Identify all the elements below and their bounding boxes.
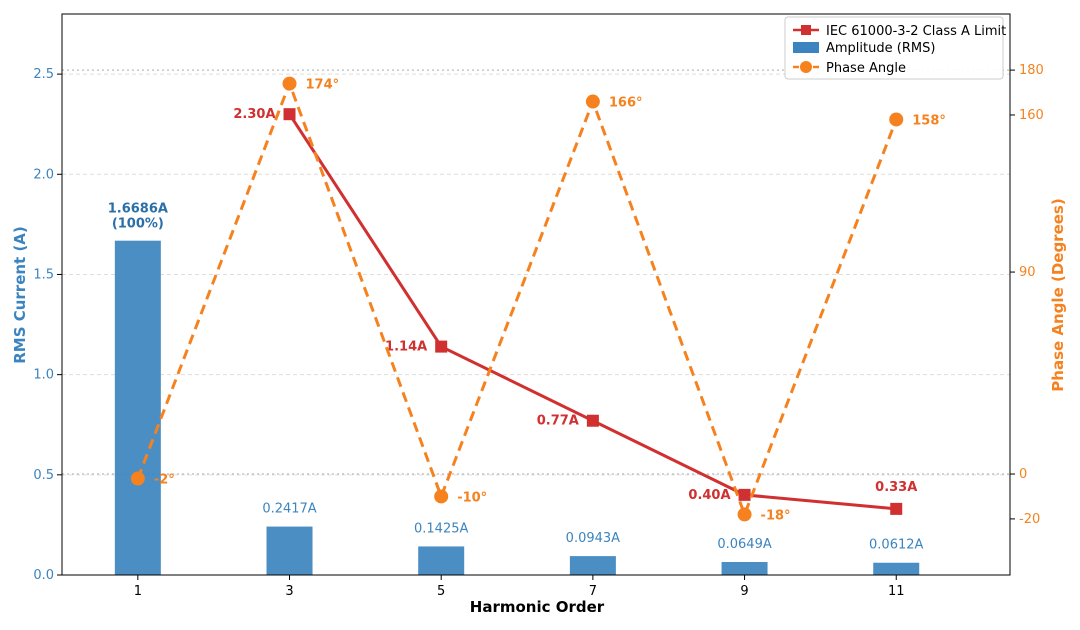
amplitude-bar	[418, 546, 465, 575]
bar-value-label: 0.2417A	[262, 502, 316, 517]
phase-line: -2° 174° -10° 166° -18° 158°	[130, 76, 946, 523]
y-tick-label: 2.5	[33, 67, 54, 82]
phase-value-label: -10°	[457, 490, 487, 505]
phase-value-label: 158°	[912, 113, 946, 128]
y-tick-label: 0.5	[33, 468, 54, 483]
amplitude-bar	[266, 526, 313, 575]
phase-series-line	[136, 79, 898, 519]
y-tick-label: 0.0	[33, 568, 54, 583]
limit-point	[890, 502, 903, 515]
amplitude-bars: 1.6686A(100%) 0.2417A 0.1425A 0.0943A 0.0649…	[108, 202, 924, 575]
plot-frame	[61, 13, 1011, 576]
bar-value-label: 0.0943A	[566, 531, 620, 546]
limit-point	[283, 108, 296, 121]
phase-point	[282, 76, 297, 91]
x-tick-label: 5	[437, 584, 445, 599]
x-tick-label: 3	[285, 584, 293, 599]
limit-line: 2.30A 1.14A 0.77A 0.40A 0.33A	[233, 107, 917, 515]
amplitude-bar	[114, 240, 161, 575]
limit-point	[738, 488, 751, 501]
phase-point	[889, 112, 904, 127]
limit-value-label: 1.14A	[385, 340, 427, 355]
y2-axis-title: Phase Angle (Degrees)	[1049, 198, 1067, 391]
bar-value-label: 0.1425A	[414, 521, 468, 536]
phase-value-label: -2°	[154, 473, 175, 488]
x-tick-label: 1	[134, 584, 142, 599]
phase-point	[130, 471, 145, 486]
x-axis-title: Harmonic Order	[470, 598, 605, 616]
bar-value-label: 0.0649A	[717, 537, 771, 552]
legend-box	[784, 16, 1004, 80]
amplitude-bar	[569, 556, 616, 575]
legend-label-phase: Phase Angle	[826, 61, 906, 76]
x-tick-label: 7	[589, 584, 597, 599]
phase-point	[737, 507, 752, 522]
y2-tick-label: 0	[1019, 467, 1027, 482]
bar-percent-label: (100%)	[112, 217, 164, 232]
x-tick-label: 9	[740, 584, 748, 599]
amplitude-bar	[873, 562, 920, 575]
limit-value-label: 0.33A	[875, 480, 917, 495]
limit-point	[586, 414, 599, 427]
y2-tick-label: 160	[1019, 108, 1044, 123]
y2-tick-label: -20	[1019, 512, 1040, 527]
legend-marker-limit	[801, 25, 811, 35]
legend-label-limit: IEC 61000-3-2 Class A Limit	[826, 24, 1006, 39]
phase-value-label: 166°	[609, 96, 643, 111]
y-tick-label: 1.5	[33, 267, 54, 282]
legend-label-amplitude: Amplitude (RMS)	[826, 41, 935, 56]
legend: IEC 61000-3-2 Class A Limit Amplitude (R…	[784, 16, 1006, 80]
legend-swatch-amplitude	[793, 42, 819, 53]
axes: 0.0 0.5 1.0 1.5 2.0 2.5 -20 0 90 160 180 1 3 5 7 9 11	[33, 63, 1044, 599]
y2-tick-label: 90	[1019, 265, 1036, 280]
legend-marker-phase	[800, 61, 812, 73]
y-tick-label: 2.0	[33, 167, 54, 182]
x-tick-label: 11	[888, 584, 905, 599]
bar-value-label: 1.6686A	[108, 202, 168, 217]
bar-value-label: 0.0612A	[869, 538, 923, 553]
y-tick-label: 1.0	[33, 368, 54, 383]
phase-value-label: -18°	[761, 508, 791, 523]
limit-value-label: 2.30A	[233, 107, 275, 122]
y-axis-title: RMS Current (A)	[11, 226, 29, 364]
limit-point	[435, 340, 448, 353]
y2-tick-label: 180	[1019, 63, 1044, 78]
phase-point	[434, 489, 449, 504]
amplitude-bar	[721, 561, 768, 575]
phase-point	[585, 94, 600, 109]
limit-value-label: 0.40A	[688, 488, 730, 503]
limit-value-label: 0.77A	[537, 414, 579, 429]
phase-value-label: 174°	[306, 78, 340, 93]
limit-series-line	[288, 113, 897, 511]
